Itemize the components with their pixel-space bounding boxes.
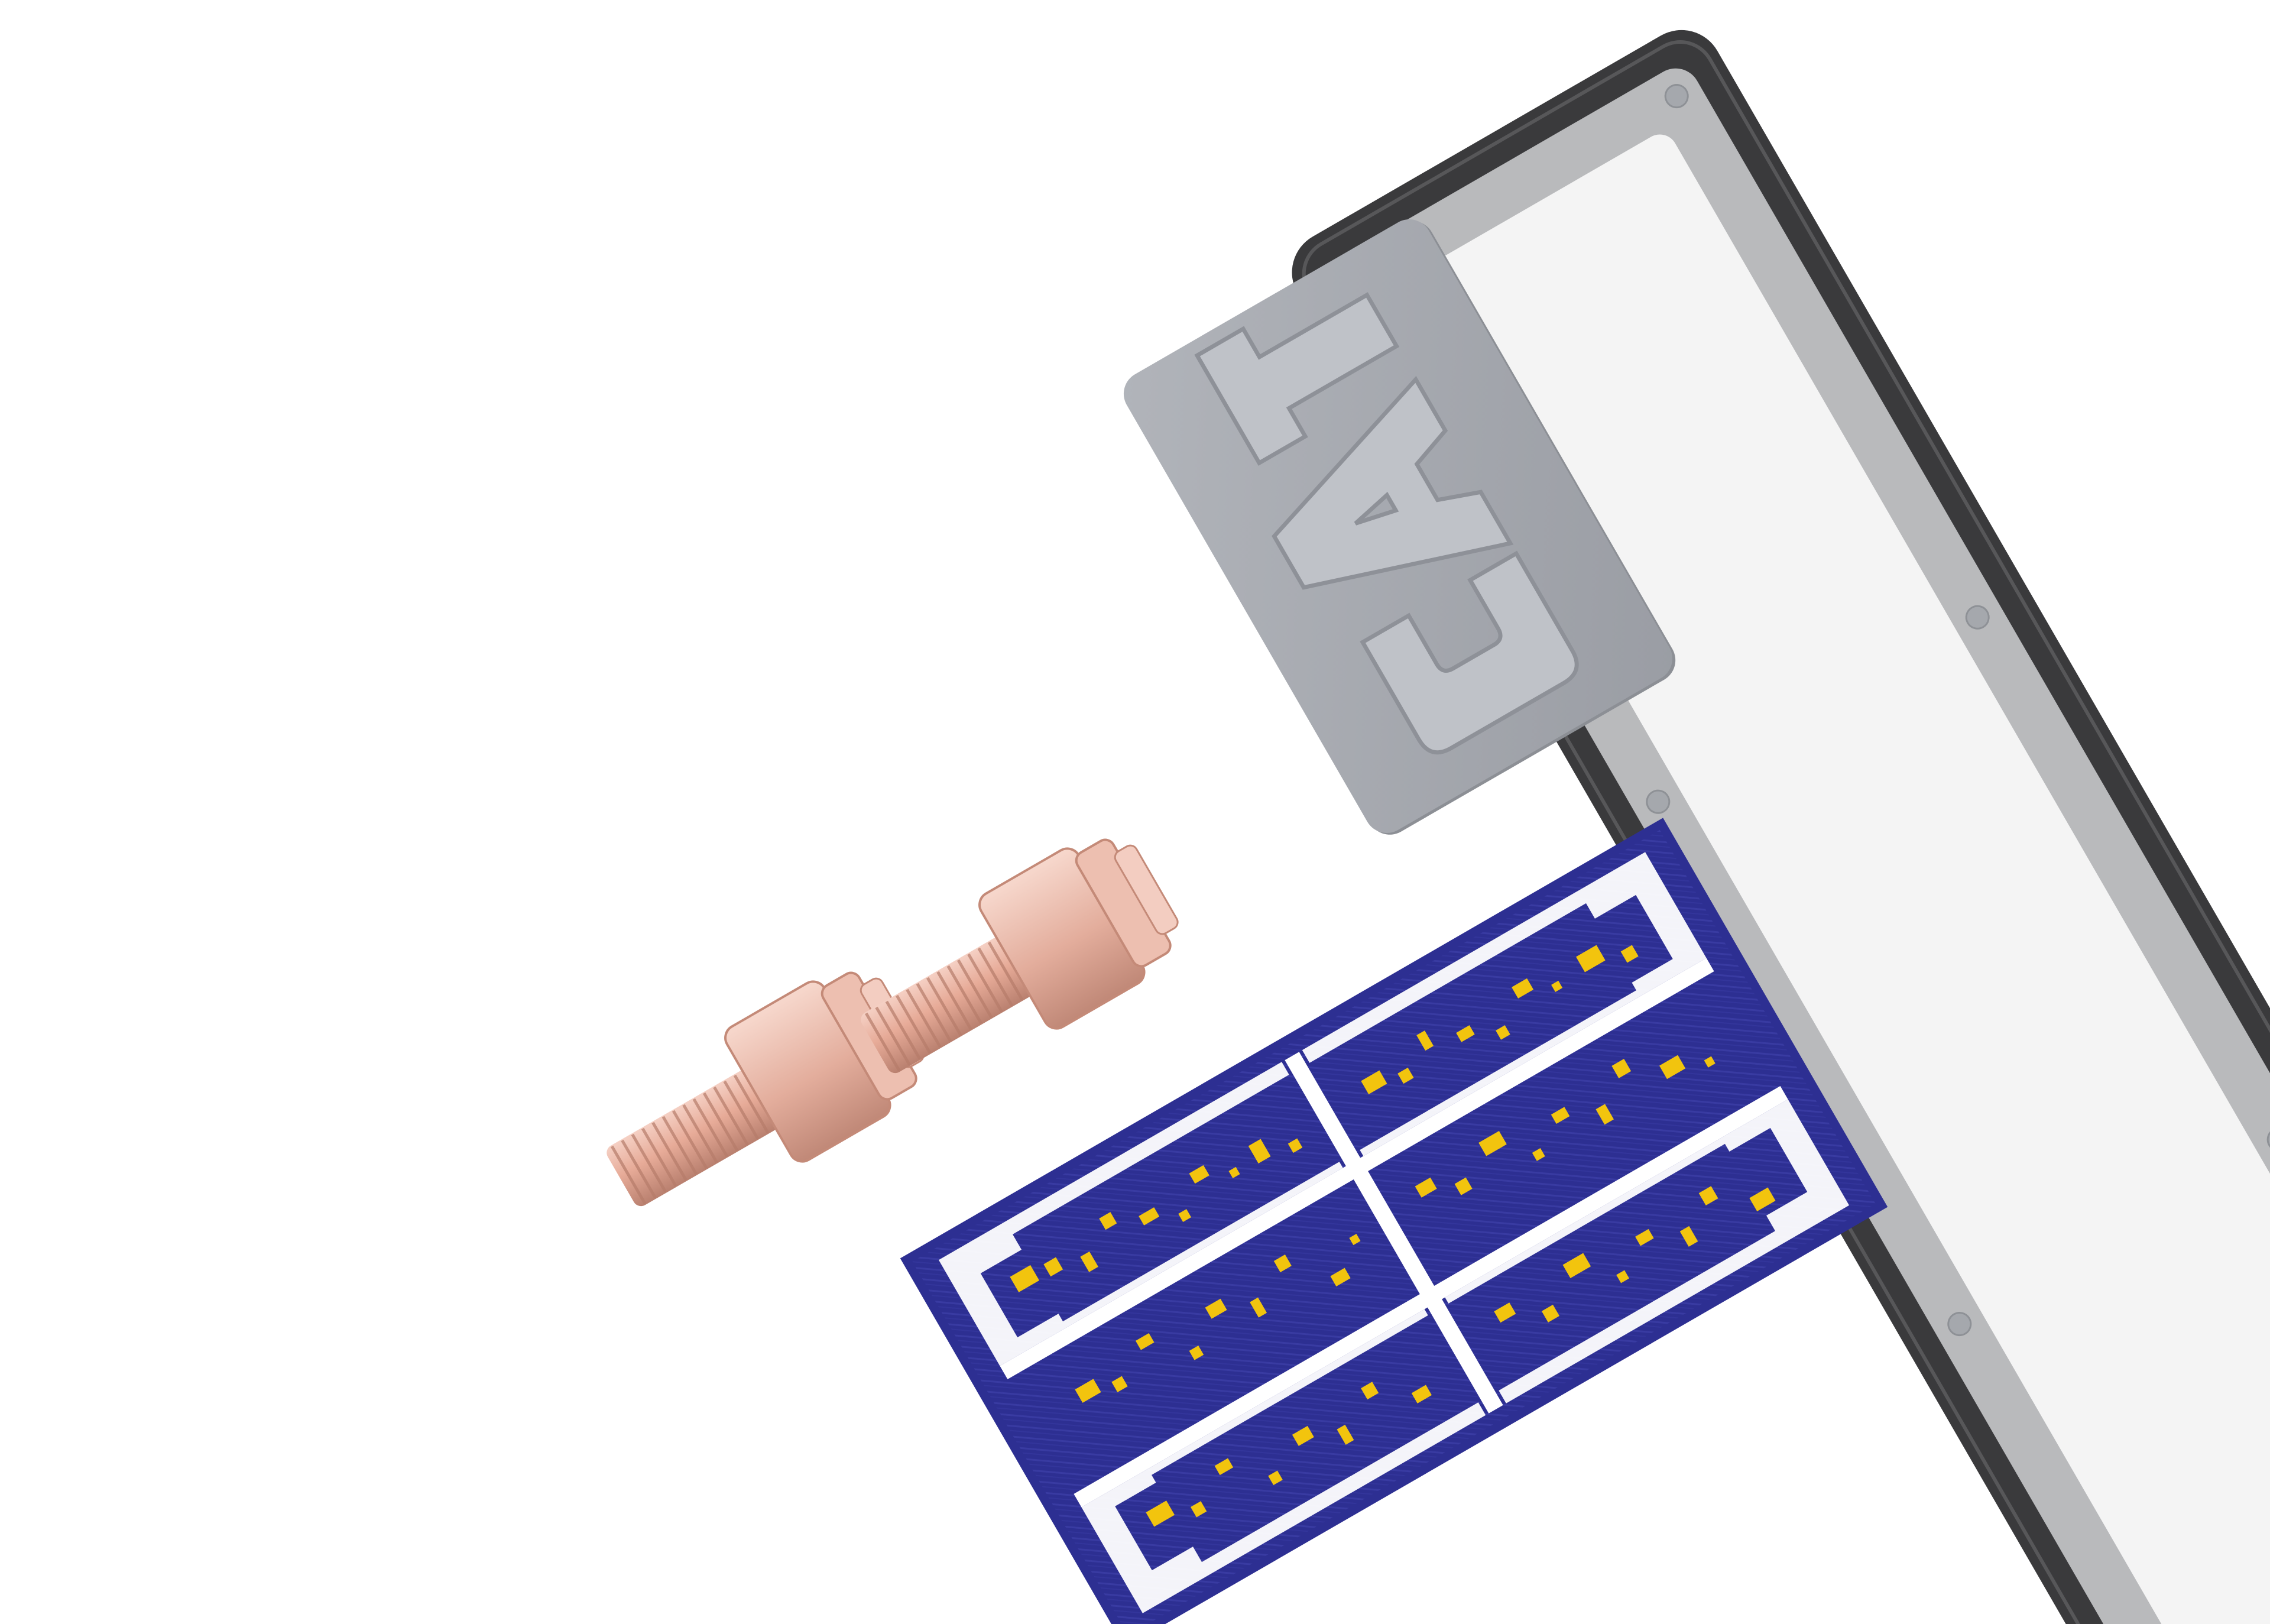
bolt-cap [1114,844,1179,935]
gasket-hole [1965,605,1990,630]
pcb-cutouts [938,852,1850,1613]
copper-bolt [861,838,1179,1074]
gasket-hole [2266,1127,2270,1152]
gasket-frame [1292,30,2270,1624]
pcb-pads [1010,945,1776,1527]
bolt-thread [607,1069,779,1207]
gasket-hole [1646,789,1671,814]
letter-t [1194,292,1400,466]
cat-logo-relief [1194,292,1579,755]
copper-bolt [607,971,925,1207]
letter-c [1360,550,1579,755]
pcb-panel [900,818,1888,1624]
bolt-thread [861,936,1033,1074]
gasket-hole [1947,1312,1972,1337]
letter-a [1272,375,1514,590]
cat-logo-plate [1123,219,1676,835]
gasket-hole [1664,84,1689,109]
bolt-thread-lines [611,1074,770,1205]
bolt-thread-lines [865,941,1024,1072]
gasket-window [1396,134,2270,1624]
